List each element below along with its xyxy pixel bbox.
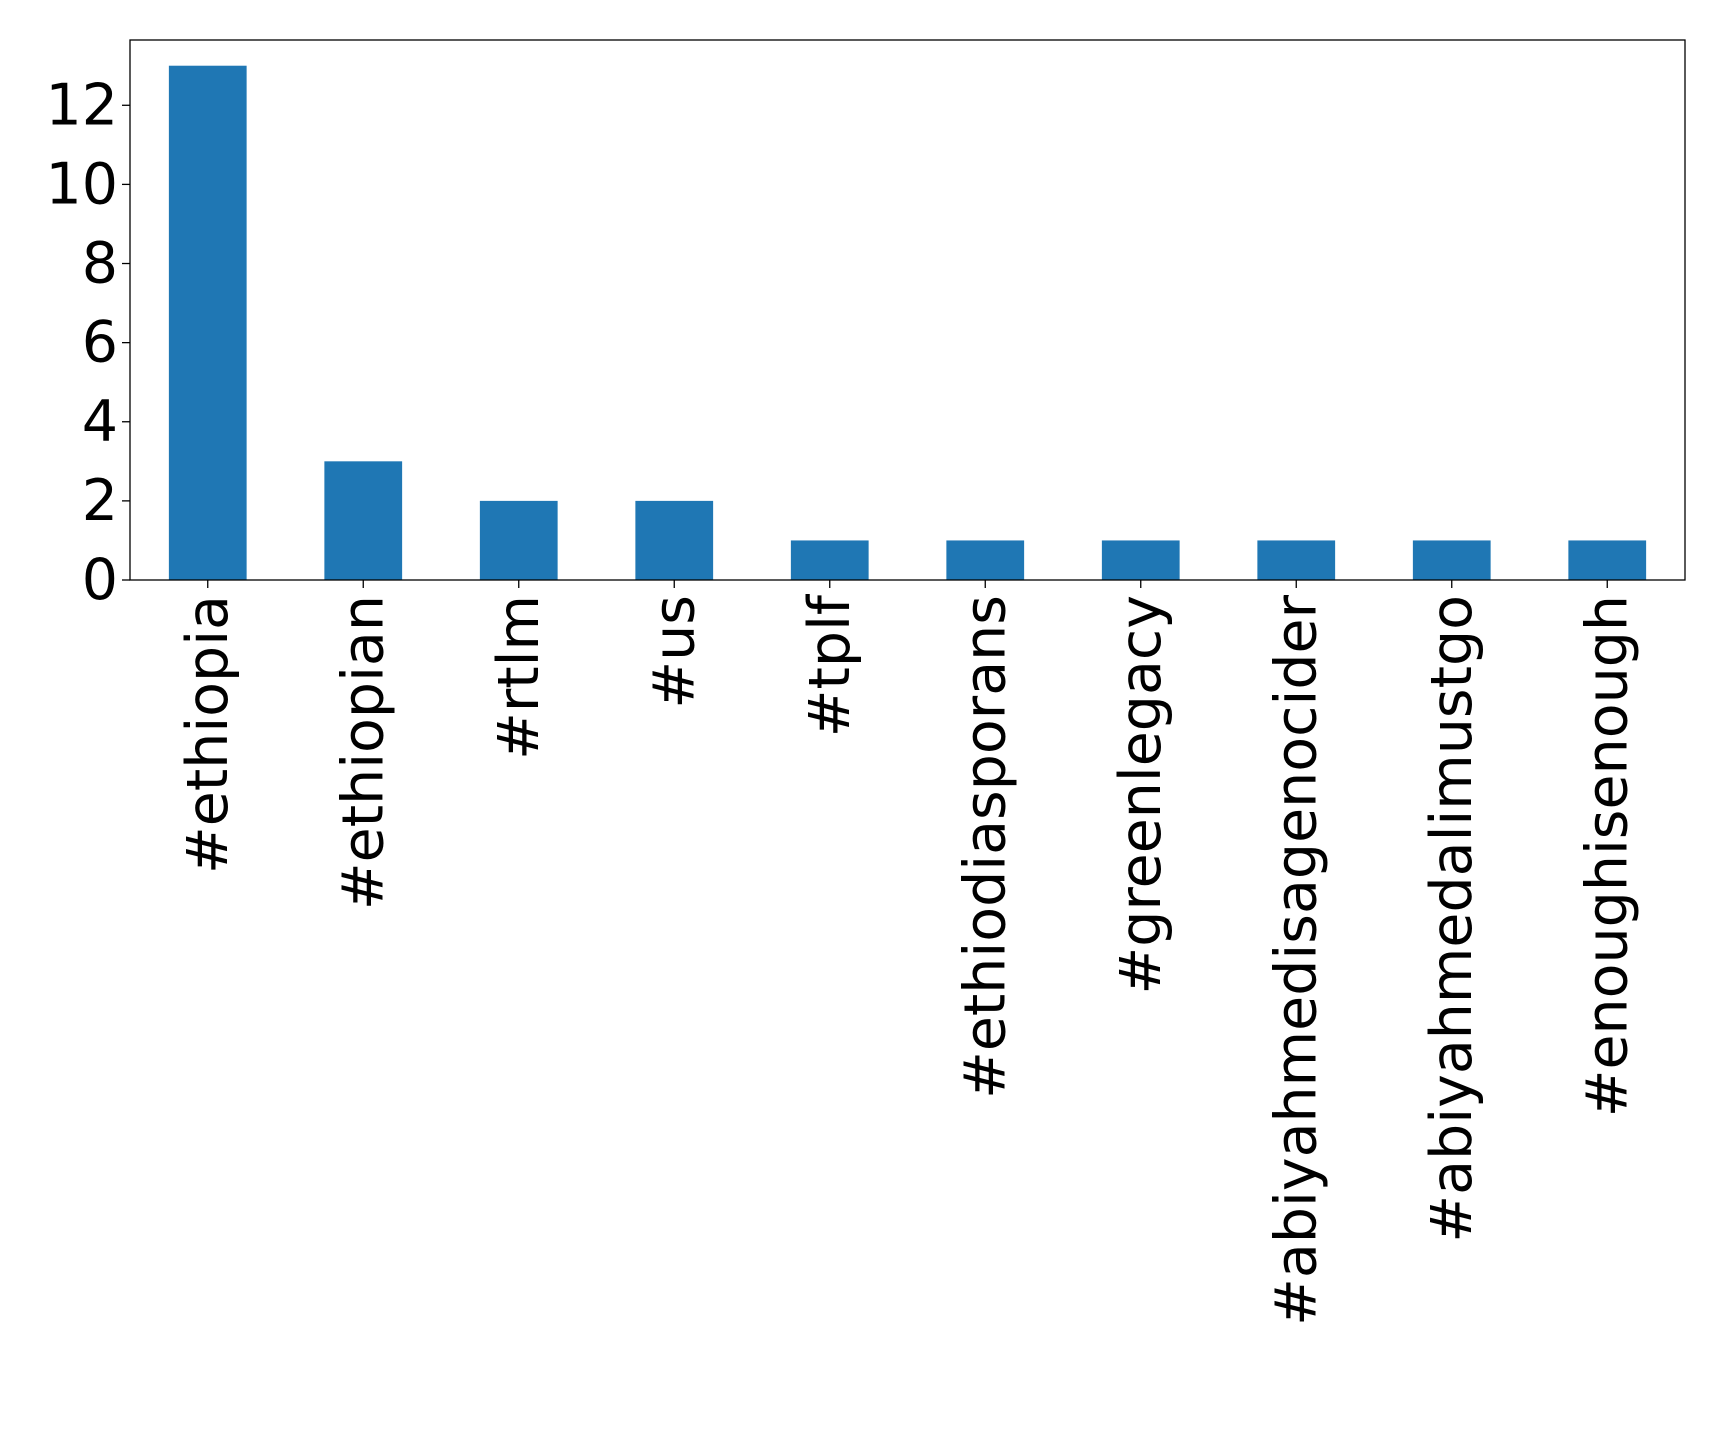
x-tick-label-1: #ethiopian: [330, 595, 396, 910]
bar-0: [168, 65, 247, 580]
plot-frame: [129, 39, 1686, 581]
bar-3: [635, 500, 714, 580]
y-tick-label-1: 2: [82, 468, 118, 534]
y-tick-label-3: 6: [82, 310, 118, 376]
x-tick-label-5: #ethiodiasporans: [952, 595, 1018, 1099]
bar-8: [1412, 540, 1491, 580]
bar-4: [790, 540, 869, 580]
y-tick-label-5: 10: [45, 151, 118, 217]
y-tick-label-4: 8: [82, 231, 118, 297]
bar-2: [479, 500, 558, 580]
x-tick-label-3: #us: [641, 595, 707, 709]
x-tick-label-0: #ethiopia: [175, 595, 241, 874]
bar-5: [946, 540, 1025, 580]
bar-7: [1257, 540, 1336, 580]
bars-group: [168, 65, 1647, 580]
x-tick-label-7: #abiyahmedisagenocider: [1263, 594, 1329, 1325]
x-tick-label-2: #rtlm: [486, 595, 552, 760]
x-tick-label-9: #enoughisenough: [1574, 595, 1640, 1117]
x-tick-label-8: #abiyahmedalimustgo: [1419, 595, 1485, 1243]
bar-1: [324, 461, 403, 580]
y-tick-label-0: 0: [82, 547, 118, 613]
x-tick-label-6: #greenlegacy: [1108, 595, 1174, 994]
bar-6: [1101, 540, 1180, 580]
bar-9: [1568, 540, 1647, 580]
y-axis: 0 2 4 6 8 10 12: [45, 72, 130, 613]
y-tick-label-2: 4: [82, 389, 118, 455]
x-axis: #ethiopia #ethiopian #rtlm #us #tplf #ethiodi…: [175, 580, 1640, 1326]
x-tick-label-4: #tplf: [797, 593, 863, 737]
y-tick-label-6: 12: [45, 72, 118, 138]
